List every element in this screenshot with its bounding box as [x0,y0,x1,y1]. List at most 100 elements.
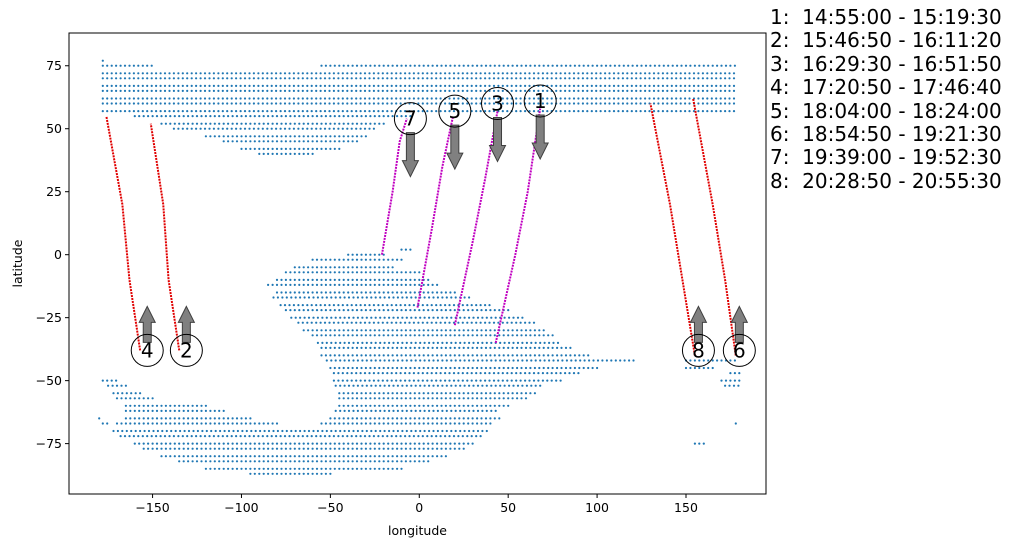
coverage-dot [338,278,341,281]
coverage-dot [270,110,273,113]
coverage-dot [470,77,473,80]
coverage-dot [521,359,524,362]
coverage-dot [378,309,381,312]
coverage-dot [572,97,576,100]
coverage-dot [177,84,180,87]
track-line-3 [453,110,499,326]
coverage-dot [347,467,350,470]
coverage-dot [519,321,522,324]
coverage-dot [612,77,616,80]
coverage-dot [516,329,519,332]
coverage-dot [516,397,519,400]
coverage-dot [630,89,633,92]
coverage-dot [396,296,399,299]
coverage-dot [439,89,442,92]
coverage-dot [169,115,172,118]
coverage-dot [715,102,718,105]
coverage-dot [323,102,327,105]
coverage-dot [244,417,247,420]
coverage-dot [480,334,483,337]
coverage-dot [432,409,435,412]
coverage-dot [657,89,660,92]
coverage-dot [428,384,431,387]
coverage-dot [524,321,527,324]
coverage-dot [470,304,473,307]
coverage-dot [360,135,363,138]
coverage-dot [307,467,310,470]
coverage-dot [163,89,167,92]
coverage-dot [381,110,384,113]
coverage-dot [328,72,331,75]
coverage-dot [608,110,611,113]
coverage-dot [537,77,540,80]
coverage-dot [222,455,225,458]
coverage-dot [423,316,426,319]
coverage-dot [293,152,296,155]
coverage-dot [541,379,545,382]
coverage-dot [355,435,358,438]
coverage-dot [249,467,252,470]
coverage-dot [409,329,412,332]
coverage-dot [595,97,598,100]
coverage-dot [493,329,496,332]
coverage-dot [378,392,381,395]
coverage-dot [230,127,233,130]
coverage-dot [396,429,399,433]
coverage-dot [612,72,616,75]
coverage-dot [338,135,341,138]
coverage-dot [195,460,199,463]
coverage-dot [177,127,180,130]
coverage-dot [244,455,247,458]
coverage-dot [239,89,242,92]
coverage-dot [568,72,571,75]
coverage-dot [266,127,269,130]
coverage-dot [330,296,333,299]
coverage-dot [187,442,190,445]
coverage-dot [307,115,310,118]
coverage-dot [221,127,224,130]
coverage-dot [493,64,496,67]
coverage-dot [160,455,163,458]
coverage-dot [466,321,469,324]
coverage-dot [481,429,484,433]
coverage-dot [258,140,261,143]
coverage-dot [363,110,367,113]
coverage-dot [191,422,194,425]
coverage-dot [311,460,314,463]
coverage-dot [351,392,354,395]
coverage-dot [146,97,149,100]
coverage-dot [422,460,425,463]
coverage-dot [559,89,562,92]
coverage-dot [387,266,390,269]
coverage-dot [436,296,439,299]
coverage-dot [253,147,256,150]
coverage-dot [484,379,487,382]
coverage-dot [418,309,421,312]
coverage-dot [321,429,324,433]
coverage-dot [400,460,403,463]
coverage-dot [422,442,425,445]
coverage-dot [203,77,207,80]
coverage-dot [351,417,354,420]
coverage-dot [342,455,345,458]
coverage-dot [475,89,478,92]
coverage-dot [347,271,350,274]
coverage-dot [484,392,488,395]
coverage-dot [302,115,305,118]
coverage-dot [386,102,389,105]
coverage-dot [461,321,464,324]
coverage-dot [355,271,359,274]
coverage-dot [733,64,737,67]
coverage-dot [400,283,403,286]
coverage-dot [338,271,341,274]
coverage-dot [373,404,376,407]
coverage-dot [315,460,319,463]
coverage-dot [203,127,207,130]
coverage-dot [457,77,460,80]
coverage-dot [320,467,323,470]
coverage-dot [381,435,384,438]
coverage-dot [595,102,598,105]
coverage-dot [293,291,296,294]
coverage-dot [329,283,332,286]
coverage-dot [275,283,279,286]
